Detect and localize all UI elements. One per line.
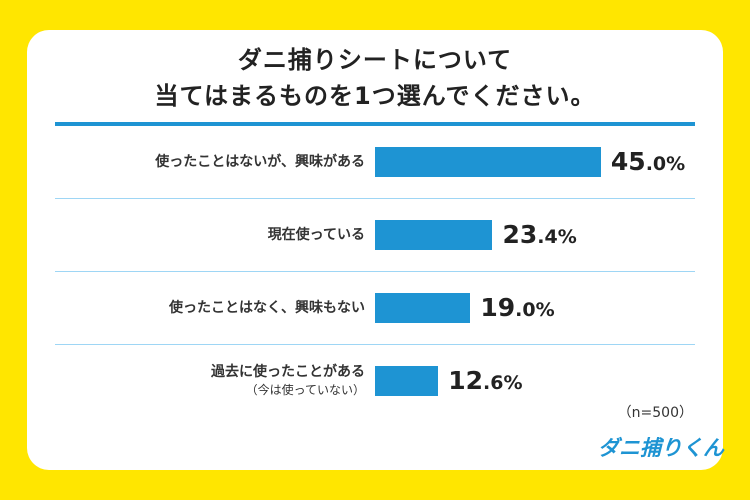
category-label: 過去に使ったことがある （今は使っていない） — [211, 364, 365, 397]
row-separator — [55, 344, 695, 345]
bar — [375, 366, 439, 396]
brand-logo: ダニ捕りくん — [598, 436, 724, 460]
value-label: 45.0% — [610, 147, 686, 176]
chart-title: ダニ捕りシートについて 当てはまるものを1つ選んでください。 — [154, 46, 596, 110]
title-rule — [55, 122, 695, 126]
row-separator — [55, 198, 695, 199]
sample-size: （n=500） — [617, 405, 693, 421]
category-label: 現在使っている — [267, 227, 365, 243]
category-label: 使ったことはなく、興味もない — [169, 300, 365, 316]
value-label: 23.4% — [502, 220, 577, 249]
bar — [375, 293, 471, 323]
value-label: 19.0% — [480, 293, 555, 322]
value-label: 12.6% — [448, 366, 523, 395]
bar — [375, 220, 493, 250]
row-separator — [55, 271, 695, 272]
card — [27, 30, 723, 470]
category-label: 使ったことはないが、興味がある — [155, 154, 365, 170]
bar — [375, 147, 601, 177]
